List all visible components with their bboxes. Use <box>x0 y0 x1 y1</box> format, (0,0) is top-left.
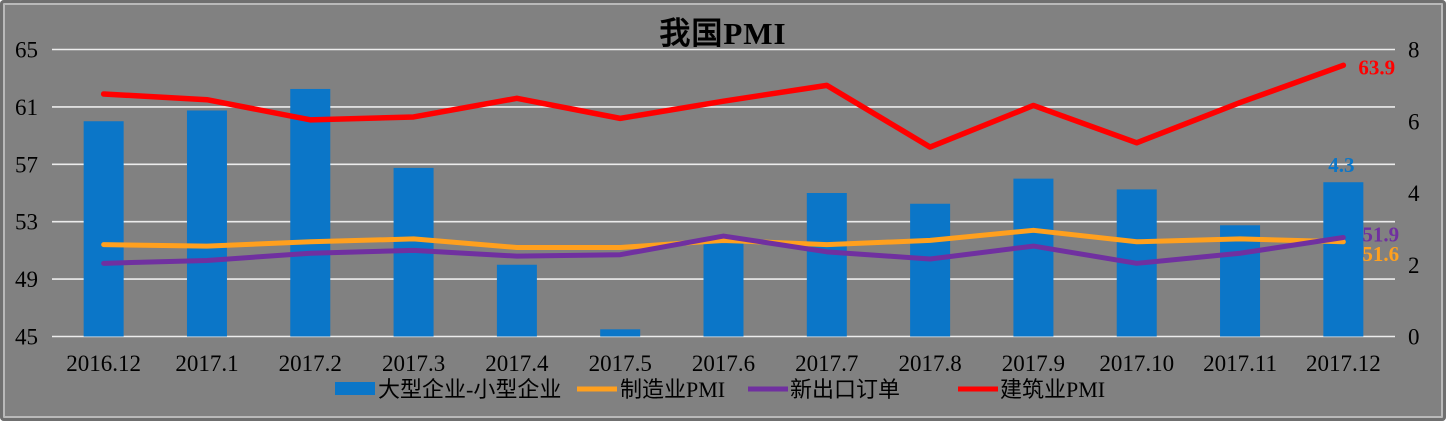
x-axis-label-2017.10: 2017.10 <box>1099 351 1174 376</box>
right-axis-tick-2: 2 <box>1408 253 1420 278</box>
bar-2017.12 <box>1323 182 1364 337</box>
x-axis-label-2016.12: 2016.12 <box>66 351 141 376</box>
x-axis-label-2017.5: 2017.5 <box>589 351 652 376</box>
data-label-bar-last: 4.3 <box>1328 153 1354 177</box>
left-axis-tick-53: 53 <box>15 210 38 235</box>
right-axis-tick-4: 4 <box>1408 181 1420 206</box>
new-export-orders-line <box>101 233 1346 266</box>
bar-2017.5 <box>600 329 641 337</box>
data-label-manufacturing-pmi-line: 51.6 <box>1362 242 1399 266</box>
bar-2017.11 <box>1220 225 1261 337</box>
x-axis-label-2017.7: 2017.7 <box>795 351 858 376</box>
bar-2017.1 <box>186 110 227 337</box>
bar-2017.6 <box>703 243 744 337</box>
manufacturing-pmi-line <box>101 227 1346 251</box>
bar-2017.8 <box>910 203 951 337</box>
x-axis-label-2017.12: 2017.12 <box>1306 351 1381 376</box>
right-axis-tick-8: 8 <box>1408 38 1420 63</box>
bar-2017.2 <box>290 88 331 337</box>
legend-label-1: 制造业PMI <box>620 377 725 402</box>
bar-2017.9 <box>1013 178 1054 337</box>
right-axis-tick-6: 6 <box>1408 109 1420 134</box>
x-axis-label-2017.1: 2017.1 <box>175 351 238 376</box>
data-label-construction-pmi-line: 63.9 <box>1358 55 1395 79</box>
x-axis-label-2017.11: 2017.11 <box>1203 351 1277 376</box>
x-axis-label-2017.6: 2017.6 <box>692 351 755 376</box>
x-axis-label-2017.8: 2017.8 <box>898 351 961 376</box>
left-axis-tick-61: 61 <box>15 95 38 120</box>
left-axis-tick-57: 57 <box>15 152 38 177</box>
legend-label-3: 建筑业PMI <box>1000 377 1105 402</box>
legend-label-2: 新出口订单 <box>790 377 900 402</box>
x-axis-label-2017.2: 2017.2 <box>279 351 342 376</box>
x-axis-label-2017.4: 2017.4 <box>485 351 549 376</box>
left-axis-tick-65: 65 <box>15 38 38 63</box>
left-axis-tick-45: 45 <box>15 325 38 350</box>
bar-2017.4 <box>496 264 537 337</box>
right-axis-tick-0: 0 <box>1408 325 1420 350</box>
bar-2017.7 <box>806 193 847 337</box>
x-axis-label-2017.3: 2017.3 <box>382 351 445 376</box>
construction-pmi-line <box>100 62 1347 150</box>
legend-label-0: 大型企业-小型企业 <box>378 377 561 402</box>
x-axis-label-2017.9: 2017.9 <box>1002 351 1065 376</box>
bar-2016.12 <box>83 121 124 337</box>
legend-swatch-bar-icon <box>335 382 375 395</box>
left-axis-tick-49: 49 <box>15 267 38 292</box>
data-label-new-export-orders-line: 51.9 <box>1362 222 1399 246</box>
